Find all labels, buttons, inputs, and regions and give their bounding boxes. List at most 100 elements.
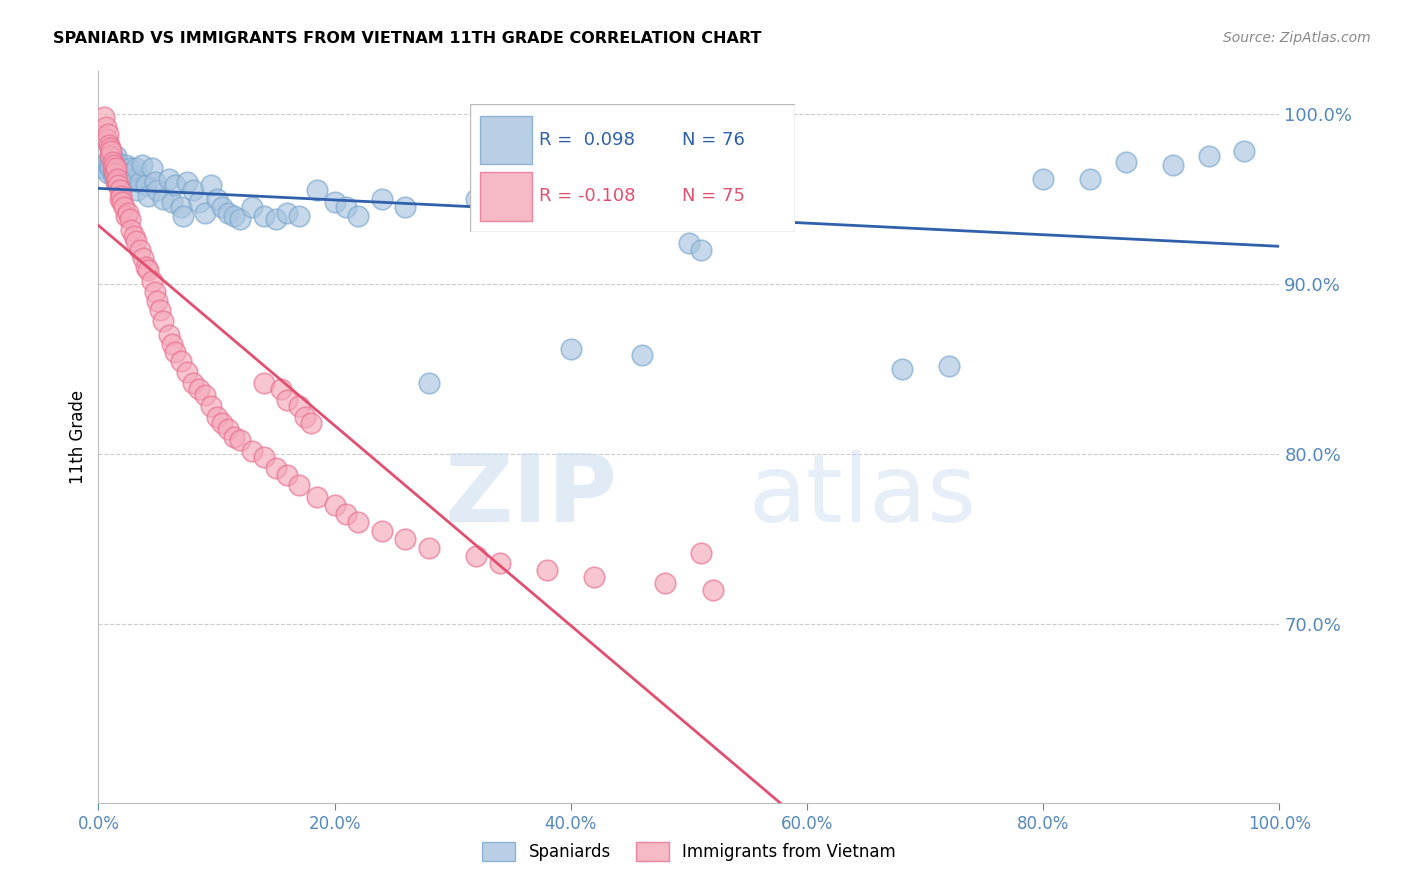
Point [170, 201, 193, 215]
Point [240, 443, 263, 458]
Point [583, 569, 606, 583]
Point [98, 161, 121, 176]
Point [160, 195, 183, 210]
Point [630, 348, 652, 362]
Point [465, 192, 488, 206]
Point [560, 342, 582, 356]
Point [96, 154, 118, 169]
Point [120, 212, 142, 227]
Point [135, 260, 157, 274]
Text: SPANIARD VS IMMIGRANTS FROM VIETNAM 11TH GRADE CORRELATION CHART: SPANIARD VS IMMIGRANTS FROM VIETNAM 11TH… [53, 31, 762, 46]
Point [121, 222, 143, 236]
Point [240, 201, 263, 215]
Point [187, 195, 209, 210]
Point [98, 149, 121, 163]
Point [288, 400, 311, 414]
Point [121, 166, 143, 180]
Text: Source: ZipAtlas.com: Source: ZipAtlas.com [1223, 31, 1371, 45]
Point [299, 417, 322, 431]
Point [108, 192, 131, 206]
Point [187, 383, 209, 397]
Point [181, 376, 204, 390]
Point [105, 154, 128, 169]
Point [689, 243, 711, 257]
Point [105, 149, 128, 163]
Point [152, 314, 174, 328]
Point [128, 243, 150, 257]
Point [288, 477, 311, 491]
Point [143, 285, 166, 300]
Point [146, 293, 169, 308]
Point [125, 161, 148, 176]
Point [264, 212, 287, 227]
Point [1233, 145, 1256, 159]
Point [583, 192, 606, 206]
Point [172, 209, 194, 223]
Point [253, 209, 276, 223]
Point [98, 149, 121, 163]
Point [112, 166, 135, 180]
Point [135, 178, 157, 193]
Point [114, 209, 136, 223]
Text: atlas: atlas [748, 450, 976, 541]
Point [108, 178, 131, 193]
Point [276, 467, 298, 482]
Point [335, 201, 357, 215]
Point [104, 166, 127, 180]
Point [146, 183, 169, 197]
Point [200, 178, 222, 193]
Point [117, 175, 139, 189]
Point [114, 158, 136, 172]
Point [105, 161, 128, 176]
Point [152, 192, 174, 206]
Point [117, 205, 139, 219]
Point [205, 192, 228, 206]
Point [165, 178, 187, 193]
Point [276, 205, 298, 219]
Point [127, 183, 149, 197]
Point [98, 141, 121, 155]
Point [229, 212, 252, 227]
Point [120, 161, 142, 176]
Point [93, 110, 115, 124]
Point [194, 205, 217, 219]
Point [294, 409, 316, 424]
Point [654, 576, 676, 591]
Point [110, 188, 132, 202]
Point [136, 263, 159, 277]
Point [143, 175, 166, 189]
Point [288, 209, 311, 223]
Point [101, 161, 124, 176]
Point [105, 161, 128, 176]
Point [122, 229, 145, 244]
Point [536, 563, 558, 577]
Point [371, 192, 394, 206]
Legend: Spaniards, Immigrants from Vietnam: Spaniards, Immigrants from Vietnam [475, 835, 903, 868]
Point [100, 145, 122, 159]
Point [122, 171, 145, 186]
Point [101, 154, 124, 169]
Point [97, 166, 120, 180]
Point [157, 171, 180, 186]
Point [489, 556, 512, 570]
Point [938, 359, 960, 373]
Point [101, 166, 124, 180]
Point [111, 195, 134, 210]
Point [253, 376, 276, 390]
Point [217, 205, 239, 219]
Point [108, 166, 131, 180]
Point [165, 345, 187, 359]
Point [107, 178, 129, 193]
Point [160, 336, 183, 351]
Point [132, 252, 155, 266]
Point [98, 137, 121, 152]
Point [335, 507, 357, 521]
Point [1198, 149, 1220, 163]
Point [229, 434, 252, 448]
Point [211, 201, 233, 215]
Point [1032, 171, 1054, 186]
Point [305, 490, 328, 504]
Point [141, 161, 163, 176]
Point [678, 236, 700, 251]
Point [96, 132, 118, 146]
